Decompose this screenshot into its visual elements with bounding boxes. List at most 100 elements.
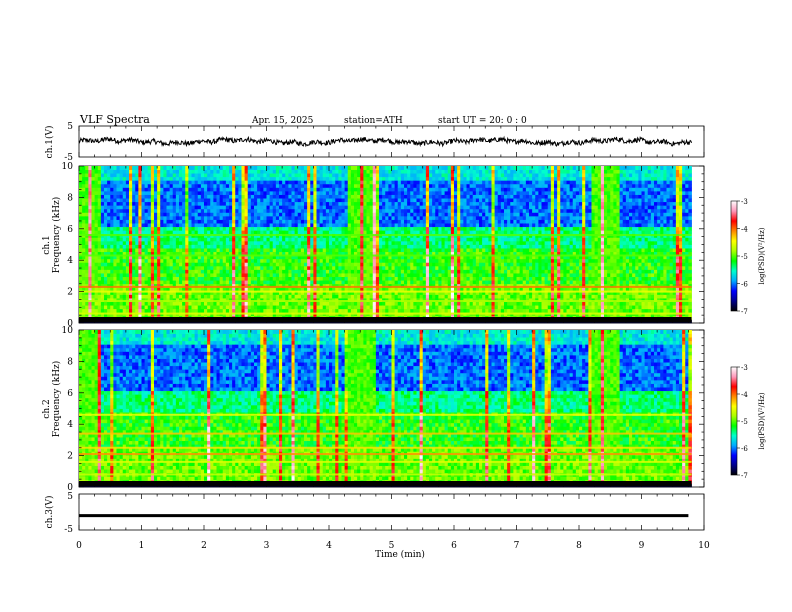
ch1-waveform-ylabel: ch.1(V) bbox=[44, 126, 55, 159]
spectrogram-cell bbox=[382, 294, 386, 299]
spectrogram-cell bbox=[119, 187, 124, 192]
spectrogram-cell bbox=[113, 190, 117, 195]
spectrogram-cell bbox=[229, 283, 233, 288]
spectrogram-cell bbox=[341, 251, 346, 256]
spectrogram-cell bbox=[310, 248, 314, 253]
spectrogram-cell bbox=[338, 215, 342, 220]
spectrogram-cell bbox=[344, 308, 349, 313]
spectrogram-cell bbox=[341, 301, 346, 306]
spectrogram-cell bbox=[419, 226, 424, 231]
spectrogram-cell bbox=[182, 198, 186, 203]
spectrogram-cell bbox=[279, 230, 283, 235]
spectrogram-cell bbox=[400, 169, 405, 174]
spectrogram-cell bbox=[175, 176, 180, 181]
spectrogram-cell bbox=[285, 190, 289, 195]
spectrogram-cell bbox=[257, 180, 261, 185]
spectrogram-cell bbox=[225, 240, 230, 245]
spectrogram-cell bbox=[235, 215, 239, 220]
spectrogram-cell bbox=[285, 230, 289, 235]
spectrogram-cell bbox=[154, 180, 158, 185]
spectrogram-cell bbox=[94, 248, 99, 253]
spectrogram-cell bbox=[341, 183, 346, 188]
spectrogram-cell bbox=[119, 208, 124, 213]
spectrogram-cell bbox=[300, 198, 305, 203]
spectrogram-cell bbox=[82, 255, 86, 260]
spectrogram-cell bbox=[144, 305, 149, 310]
spectrogram-cell bbox=[369, 219, 374, 224]
spectrogram-cell bbox=[419, 215, 424, 220]
spectrogram-cell bbox=[144, 166, 149, 170]
spectrogram-cell bbox=[119, 305, 124, 310]
spectrogram-cell bbox=[279, 176, 283, 181]
spectrogram-cell bbox=[138, 190, 142, 195]
spectrogram-cell bbox=[147, 290, 152, 295]
spectrogram-cell bbox=[338, 208, 342, 213]
spectrogram-cell bbox=[269, 265, 274, 270]
spectrogram-cell bbox=[350, 205, 355, 210]
spectrogram-cell bbox=[269, 301, 274, 306]
spectrogram-cell bbox=[310, 219, 314, 224]
spectrogram-cell bbox=[375, 205, 380, 210]
spectrogram-cell bbox=[85, 215, 89, 220]
spectrogram-cell bbox=[341, 190, 346, 195]
spectrogram-cell bbox=[319, 194, 324, 199]
spectrogram-cell bbox=[82, 280, 86, 285]
spectrogram-cell bbox=[310, 244, 314, 249]
spectrogram-cell bbox=[104, 173, 108, 178]
spectrogram-cell bbox=[260, 169, 264, 174]
spectrogram-cell bbox=[216, 223, 221, 228]
spectrogram-cell bbox=[138, 255, 142, 260]
spectrogram-cell bbox=[110, 298, 114, 302]
spectrogram-cell bbox=[300, 237, 305, 242]
spectrogram-cell bbox=[375, 173, 380, 178]
spectrogram-cell bbox=[85, 298, 89, 302]
spectrogram-cell bbox=[338, 187, 342, 192]
spectrogram-cell bbox=[229, 280, 233, 285]
spectrogram-cell bbox=[163, 176, 167, 181]
spectrogram-cell bbox=[88, 215, 92, 220]
spectrogram-cell bbox=[169, 223, 174, 228]
spectrogram-cell bbox=[216, 262, 221, 267]
spectrogram-cell bbox=[338, 226, 342, 231]
spectrogram-cell bbox=[360, 212, 364, 217]
spectrogram-cell bbox=[307, 294, 311, 299]
spectrogram-cell bbox=[338, 190, 342, 195]
spectrogram-cell bbox=[238, 280, 242, 285]
spectrogram-cell bbox=[294, 298, 299, 302]
spectrogram-cell bbox=[132, 280, 136, 285]
spectrogram-cell bbox=[169, 219, 174, 224]
spectrogram-cell bbox=[154, 294, 158, 299]
spectrogram-cell bbox=[147, 194, 152, 199]
spectrogram-cell bbox=[322, 237, 327, 242]
spectrogram-cell bbox=[191, 262, 196, 267]
spectrogram-cell bbox=[213, 265, 217, 270]
spectrogram-cell bbox=[107, 215, 111, 220]
spectrogram-cell bbox=[144, 294, 149, 299]
spectrogram-cell bbox=[394, 190, 399, 195]
spectrogram-cell bbox=[213, 280, 217, 285]
spectrogram-cell bbox=[354, 201, 358, 206]
spectrogram-cell bbox=[107, 237, 111, 242]
spectrogram-cell bbox=[410, 294, 414, 299]
spectrogram-cell bbox=[197, 255, 202, 260]
spectrogram-cell bbox=[85, 255, 89, 260]
spectrogram-cell bbox=[163, 215, 167, 220]
spectrogram-cell bbox=[175, 298, 180, 302]
spectrogram-cell bbox=[263, 166, 267, 170]
spectrogram-cell bbox=[285, 208, 289, 213]
spectrogram-cell bbox=[338, 173, 342, 178]
spectrogram-cell bbox=[179, 276, 183, 281]
spectrogram-cell bbox=[147, 301, 152, 306]
spectrogram-cell bbox=[125, 176, 130, 181]
spectrogram-cell bbox=[116, 212, 121, 217]
spectrogram-cell bbox=[122, 251, 127, 256]
spectrogram-cell bbox=[113, 276, 117, 281]
spectrogram-cell bbox=[329, 269, 333, 274]
spectrogram-cell bbox=[160, 276, 164, 281]
spectrogram-cell bbox=[260, 290, 264, 295]
spectrogram-cell bbox=[219, 287, 224, 292]
spectrogram-cell bbox=[157, 276, 161, 281]
spectrogram-cell bbox=[222, 251, 227, 256]
spectrogram-cell bbox=[272, 205, 277, 210]
spectrogram-cell bbox=[250, 290, 255, 295]
